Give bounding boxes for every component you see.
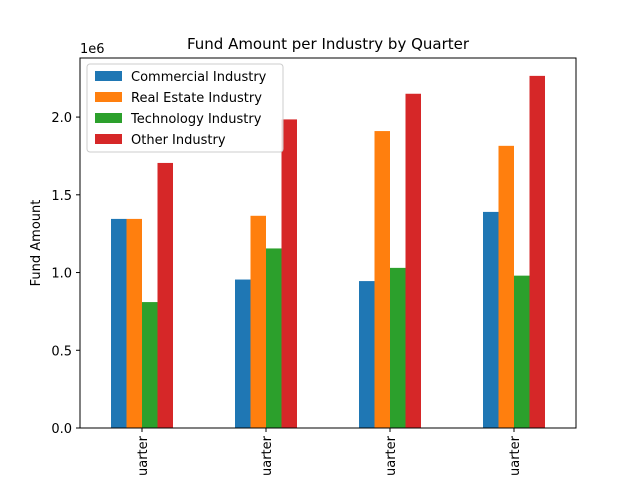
x-tick-label-1: uarter — [136, 435, 151, 476]
bar-4-cat-4 — [529, 75, 545, 429]
bar-3-cat-3 — [390, 267, 406, 428]
x-tick-label-3: uarter — [384, 435, 399, 476]
bar-4-cat-2 — [281, 119, 297, 428]
y-axis-offset-label: 1e6 — [80, 42, 105, 57]
x-tick-label-4: uarter — [508, 435, 523, 476]
legend-label-4: Other Industry — [131, 133, 226, 148]
y-tick-label-3: 1.0 — [51, 267, 72, 282]
legend-swatch-3 — [95, 113, 122, 123]
y-tick-label-1: 0.0 — [51, 422, 72, 437]
bar-1-cat-4 — [483, 211, 499, 428]
legend-label-1: Commercial Industry — [131, 70, 267, 85]
bar-3-cat-2 — [266, 248, 282, 428]
bar-2-cat-2 — [250, 215, 266, 428]
bar-2-cat-3 — [374, 131, 390, 428]
chart-title: Fund Amount per Industry by Quarter — [187, 35, 470, 53]
bar-2-cat-1 — [126, 218, 142, 428]
legend-swatch-2 — [95, 92, 122, 102]
x-ticks-group: uarter uarter uarter uarter — [136, 428, 523, 476]
bar-4-cat-1 — [157, 162, 173, 428]
legend: Commercial Industry Real Estate Industry T… — [86, 63, 284, 153]
bar-3-cat-1 — [142, 302, 158, 428]
y-tick-label-5: 2.0 — [51, 111, 72, 126]
legend-label-2: Real Estate Industry — [131, 91, 262, 106]
bar-1-cat-1 — [111, 218, 127, 428]
bar-1-cat-3 — [359, 281, 375, 428]
y-ticks-group: 0.0 0.5 1.0 1.5 2.0 — [51, 111, 80, 437]
legend-label-3: Technology Industry — [130, 112, 262, 127]
y-tick-label-2: 0.5 — [51, 344, 72, 359]
bar-3-cat-4 — [514, 275, 530, 428]
bar-2-cat-4 — [498, 145, 514, 429]
bar-4-cat-3 — [405, 93, 421, 429]
x-tick-label-2: uarter — [260, 435, 275, 476]
legend-swatch-1 — [95, 71, 122, 81]
y-axis-label: Fund Amount — [29, 200, 44, 287]
legend-box — [86, 63, 284, 153]
y-tick-label-4: 1.5 — [51, 189, 72, 204]
bar-1-cat-2 — [235, 279, 251, 428]
legend-swatch-4 — [95, 134, 122, 144]
bars-group — [111, 75, 545, 429]
axes-frame — [79, 57, 577, 429]
